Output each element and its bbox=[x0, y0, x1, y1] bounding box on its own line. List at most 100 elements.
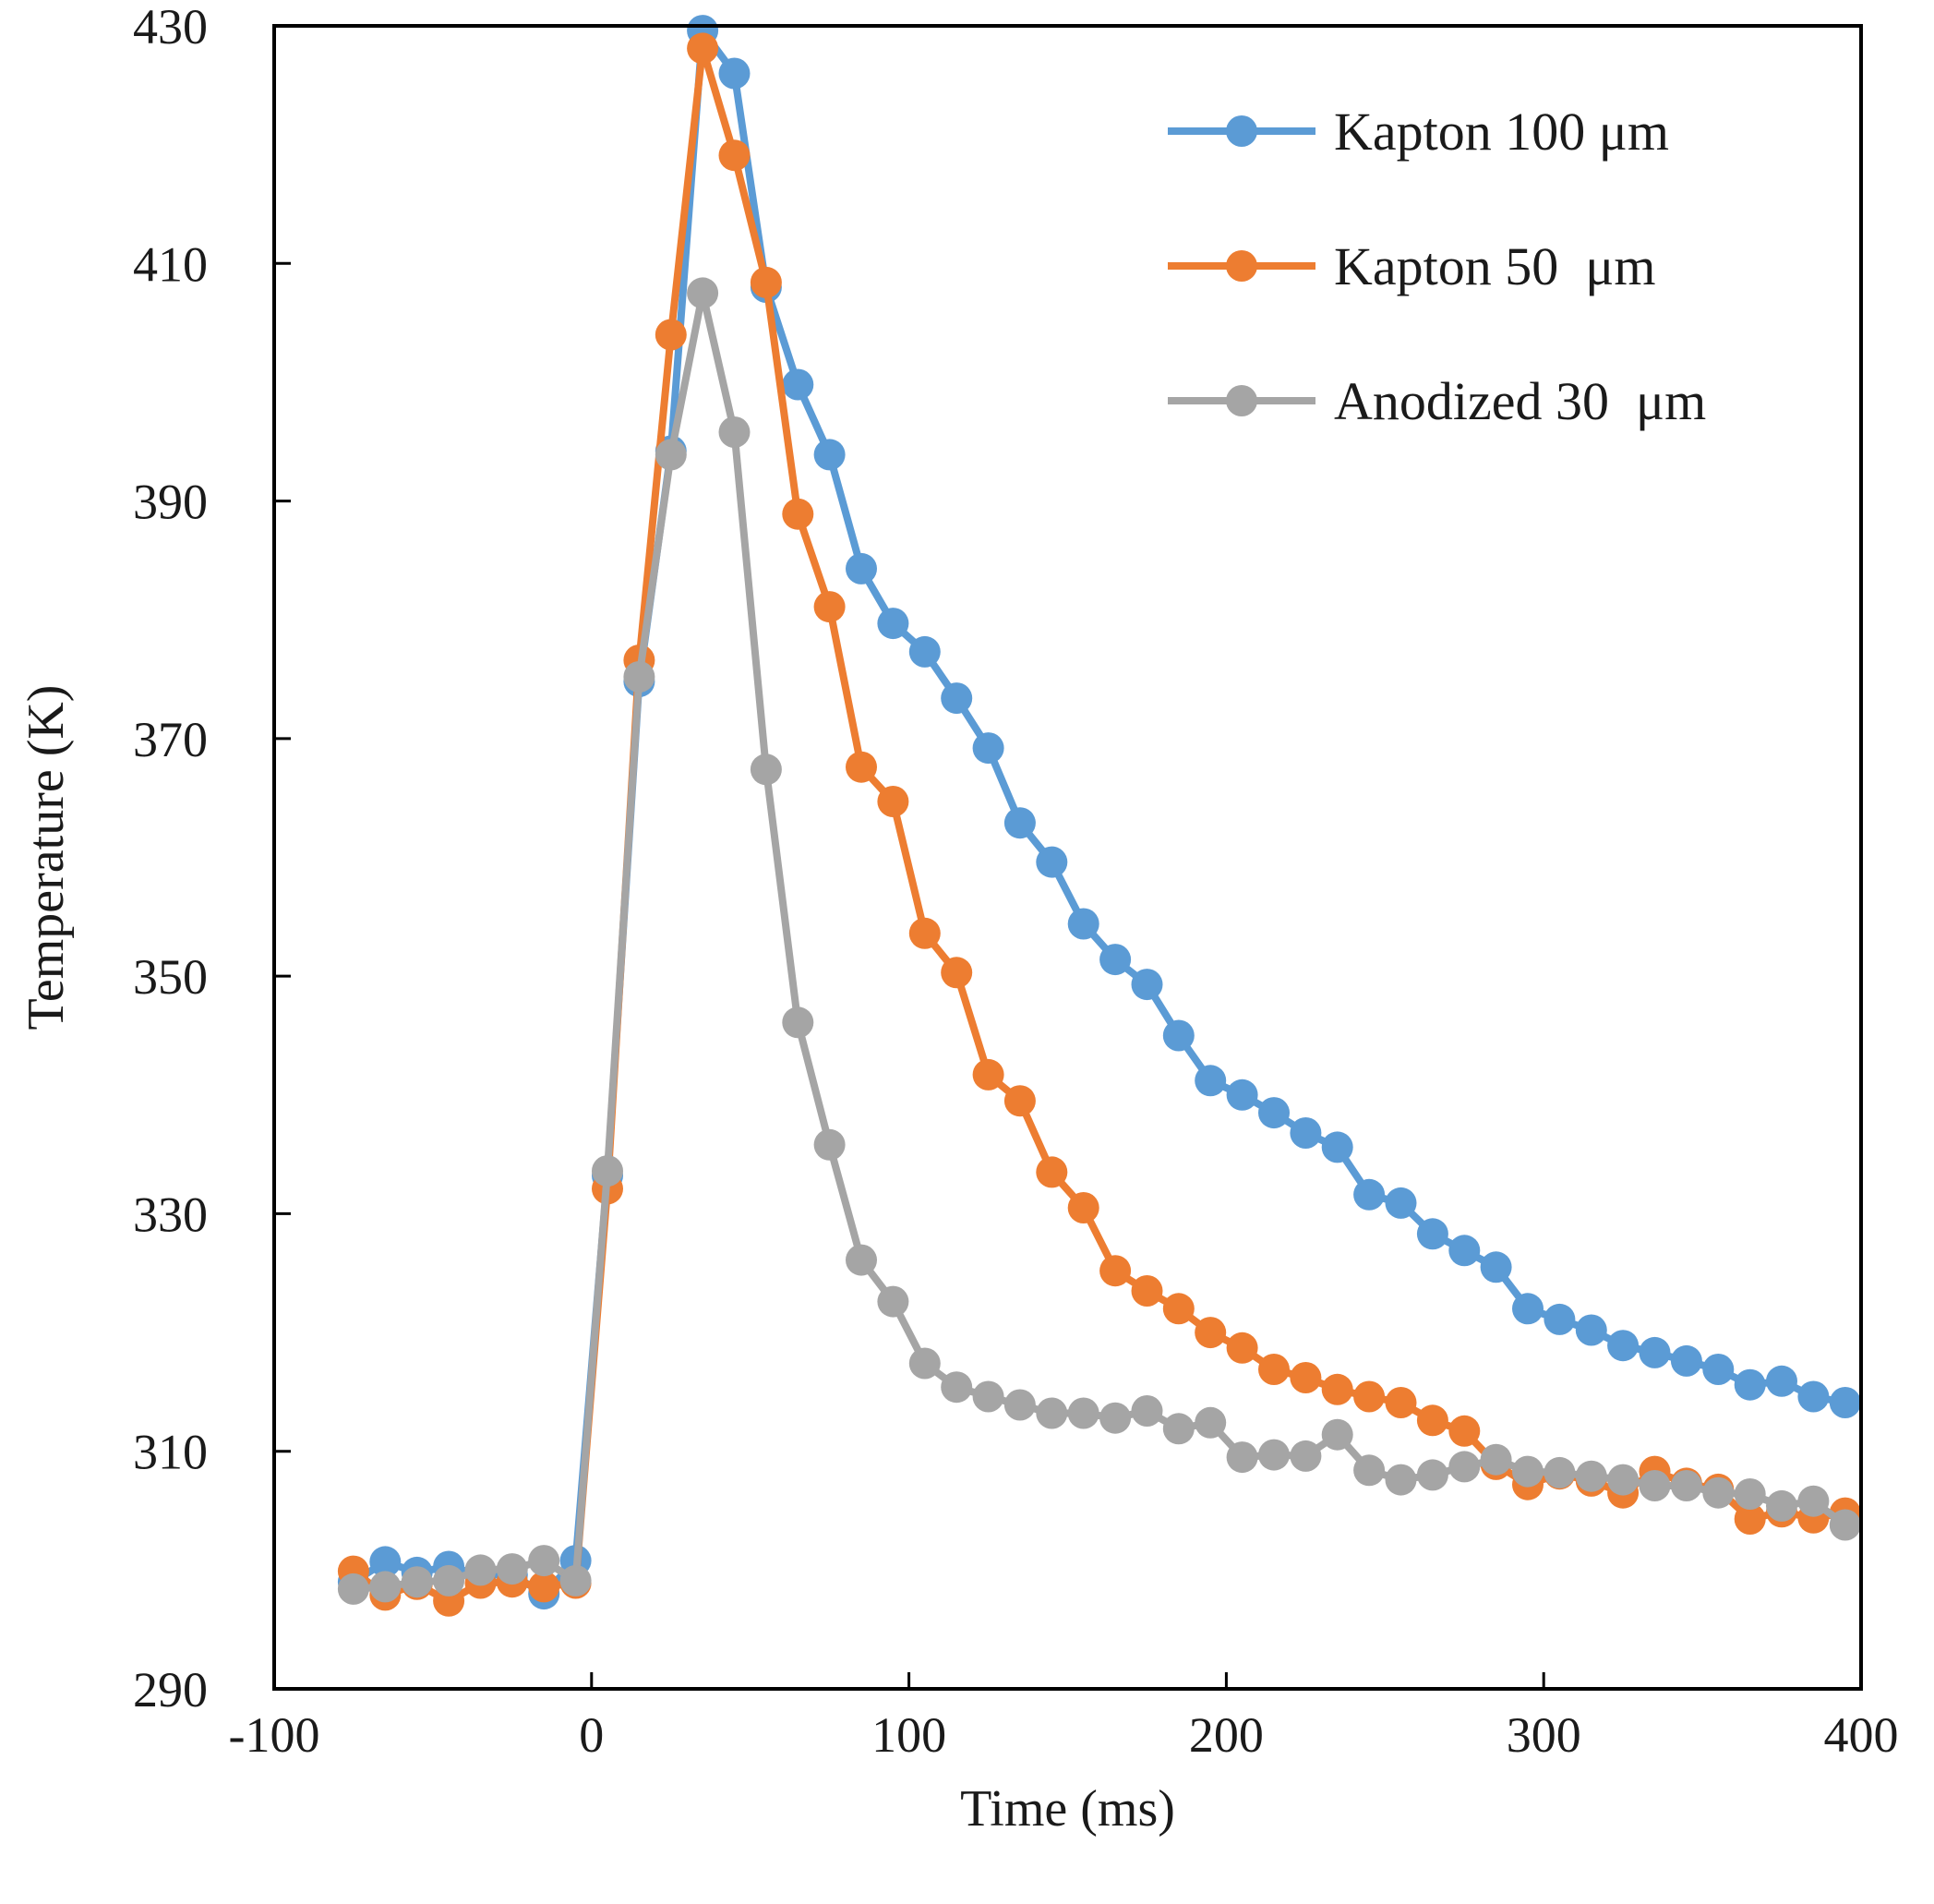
data-point bbox=[718, 139, 751, 172]
data-point bbox=[1226, 1332, 1258, 1364]
data-point bbox=[1448, 1235, 1481, 1267]
data-point bbox=[1797, 1380, 1830, 1413]
data-point bbox=[1131, 1275, 1163, 1307]
data-point bbox=[877, 786, 909, 817]
data-point bbox=[1575, 1314, 1607, 1346]
x-tick-label: 200 bbox=[1189, 1707, 1264, 1763]
data-point bbox=[1290, 1117, 1322, 1149]
data-point bbox=[718, 416, 751, 448]
legend-label: Anodized 30 μm bbox=[1334, 371, 1706, 431]
data-point bbox=[337, 1573, 369, 1605]
data-point bbox=[1321, 1131, 1353, 1163]
data-point bbox=[687, 32, 719, 65]
legend-marker bbox=[1226, 385, 1257, 416]
legend-label: Kapton 100 μm bbox=[1334, 102, 1669, 162]
data-point bbox=[401, 1566, 433, 1598]
data-point bbox=[1195, 1317, 1227, 1349]
data-point bbox=[1544, 1303, 1576, 1335]
series-2 bbox=[337, 277, 1861, 1605]
x-tick-label: 400 bbox=[1824, 1707, 1899, 1763]
data-point bbox=[1258, 1097, 1290, 1129]
data-point bbox=[369, 1571, 402, 1603]
data-point bbox=[1226, 1079, 1258, 1111]
data-point bbox=[1639, 1470, 1671, 1501]
data-point bbox=[1416, 1218, 1448, 1250]
data-point bbox=[1544, 1456, 1576, 1488]
data-point bbox=[1162, 1413, 1195, 1445]
legend: Kapton 100 μm Kapton 50 μm Anodized 30 μm bbox=[1168, 102, 1706, 431]
x-axis-title: Time (ms) bbox=[960, 1780, 1175, 1838]
data-point bbox=[1195, 1406, 1227, 1439]
data-point bbox=[1162, 1293, 1195, 1325]
data-point bbox=[1797, 1485, 1830, 1517]
data-point bbox=[1290, 1440, 1322, 1472]
data-point bbox=[559, 1564, 592, 1597]
data-point bbox=[813, 439, 846, 471]
data-point bbox=[1036, 1397, 1068, 1429]
data-point bbox=[1162, 1019, 1195, 1052]
data-point bbox=[1258, 1439, 1290, 1471]
plot-frame bbox=[272, 24, 1863, 1691]
data-point bbox=[1416, 1404, 1448, 1437]
data-point bbox=[1226, 1441, 1258, 1474]
data-point bbox=[908, 1347, 941, 1380]
data-point bbox=[1099, 1402, 1132, 1434]
data-point bbox=[1036, 1156, 1068, 1188]
data-point bbox=[1512, 1455, 1544, 1488]
y-tick-label: 290 bbox=[133, 1662, 208, 1717]
data-point bbox=[369, 1546, 402, 1578]
data-point bbox=[1067, 908, 1099, 940]
data-point bbox=[1099, 944, 1132, 976]
data-point bbox=[1416, 1459, 1448, 1491]
data-point bbox=[655, 439, 687, 471]
data-point bbox=[1353, 1178, 1386, 1211]
data-point bbox=[1512, 1293, 1544, 1325]
data-point bbox=[941, 1371, 973, 1404]
data-point bbox=[1575, 1460, 1607, 1492]
data-point bbox=[846, 1244, 877, 1276]
x-tick-label: 300 bbox=[1507, 1707, 1581, 1763]
data-point bbox=[1829, 1387, 1861, 1418]
data-point bbox=[433, 1564, 465, 1597]
data-point bbox=[1258, 1354, 1290, 1385]
data-point bbox=[1003, 1389, 1036, 1421]
data-point bbox=[813, 1128, 846, 1161]
data-point bbox=[1067, 1192, 1099, 1223]
data-point bbox=[1036, 846, 1068, 878]
y-tick-label: 410 bbox=[133, 236, 208, 292]
data-point bbox=[972, 732, 1004, 765]
data-point bbox=[1829, 1509, 1861, 1541]
data-point bbox=[1702, 1354, 1735, 1385]
data-point bbox=[1353, 1454, 1386, 1487]
data-point bbox=[528, 1571, 560, 1603]
data-point bbox=[1353, 1380, 1386, 1413]
legend-label: Kapton 50 μm bbox=[1334, 236, 1655, 296]
y-tick-label: 390 bbox=[133, 475, 208, 530]
data-point bbox=[496, 1553, 528, 1585]
data-point bbox=[1734, 1503, 1766, 1535]
data-point bbox=[1099, 1255, 1132, 1287]
data-point bbox=[846, 552, 877, 584]
data-point bbox=[1766, 1489, 1797, 1522]
data-point bbox=[1480, 1443, 1512, 1476]
data-point bbox=[941, 957, 973, 989]
data-point bbox=[687, 277, 719, 309]
data-point bbox=[750, 753, 782, 786]
data-point bbox=[1321, 1418, 1353, 1451]
legend-marker bbox=[1226, 250, 1257, 282]
x-tick-label: 100 bbox=[871, 1707, 946, 1763]
y-tick-label: 350 bbox=[133, 949, 208, 1005]
legend-item: Kapton 100 μm bbox=[1168, 102, 1669, 162]
y-tick-label: 310 bbox=[133, 1425, 208, 1480]
data-point bbox=[941, 682, 973, 715]
data-point bbox=[623, 661, 655, 693]
data-point bbox=[1734, 1478, 1766, 1510]
data-point bbox=[1003, 1085, 1036, 1117]
data-point bbox=[782, 498, 814, 530]
data-point bbox=[1766, 1365, 1797, 1397]
data-point bbox=[782, 368, 814, 401]
data-point bbox=[972, 1380, 1004, 1413]
y-tick-label: 330 bbox=[133, 1187, 208, 1242]
data-point bbox=[1385, 1387, 1417, 1418]
